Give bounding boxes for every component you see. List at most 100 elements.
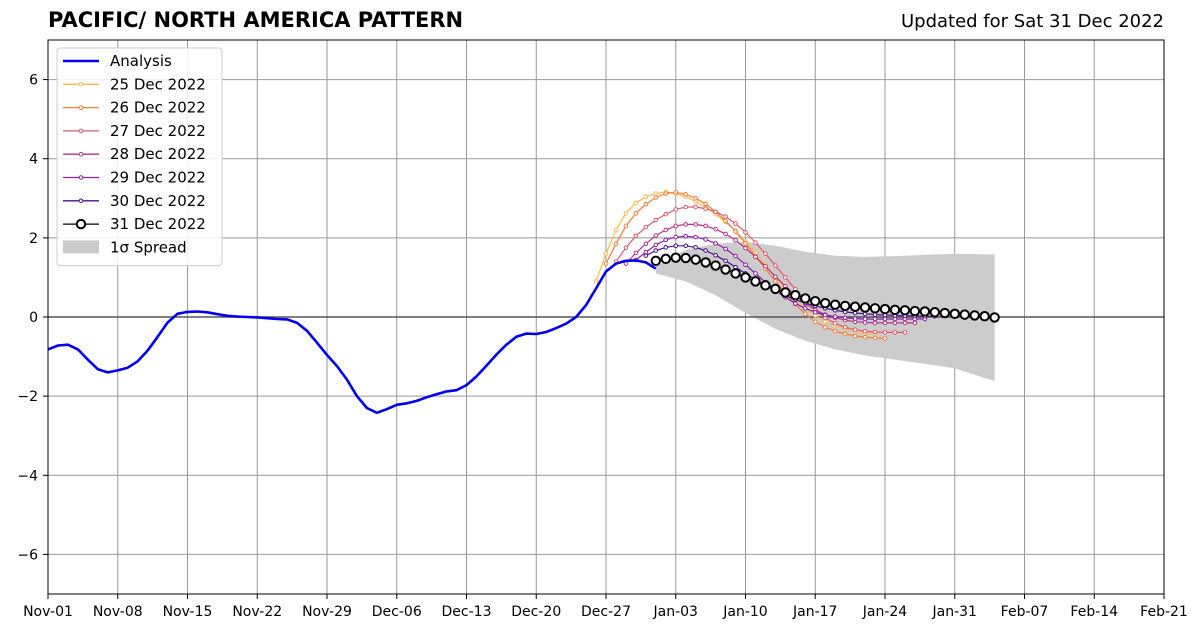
forecast-point	[603, 251, 609, 256]
forecast-point	[743, 245, 748, 251]
forecast-point	[763, 251, 768, 256]
forecast-point	[929, 307, 941, 318]
forecast-point	[790, 290, 801, 301]
forecast-point	[690, 254, 701, 265]
x-tick-label: Nov-22	[232, 604, 282, 620]
forecast-point	[832, 328, 838, 334]
y-tick-label: 0	[29, 310, 38, 326]
forecast-point	[653, 242, 659, 248]
forecast-point	[852, 333, 858, 339]
legend-swatch	[63, 240, 99, 254]
forecast-point	[633, 250, 639, 256]
forecast-point	[832, 314, 838, 319]
forecast-point	[663, 211, 669, 217]
forecast-point	[939, 307, 950, 319]
forecast-point	[643, 253, 649, 258]
forecast-point	[839, 300, 851, 312]
forecast-point	[663, 245, 669, 250]
x-tick-label: Jan-10	[722, 604, 767, 620]
forecast-point	[603, 261, 609, 266]
legend-label: 1σ Spread	[110, 238, 187, 256]
forecast-point	[892, 330, 898, 335]
forecast-point	[660, 253, 671, 265]
forecast-point	[889, 304, 901, 316]
forecast-point	[653, 191, 659, 196]
x-tick-label: Nov-08	[93, 604, 143, 620]
y-tick-label: −2	[17, 389, 38, 405]
forecast-point	[872, 316, 878, 322]
forecast-point	[673, 243, 679, 249]
x-tick-label: Feb-14	[1070, 604, 1118, 620]
forecast-point	[663, 227, 669, 233]
forecast-point	[653, 195, 659, 200]
forecast-point	[882, 336, 888, 341]
forecast-point	[770, 283, 781, 295]
forecast-point	[713, 209, 718, 215]
forecast-point	[613, 241, 619, 247]
forecast-point	[882, 316, 888, 322]
forecast-point	[733, 237, 738, 243]
x-tick-label: Jan-31	[932, 604, 977, 620]
forecast-point	[802, 305, 808, 311]
series-forecast-27-dec-2022	[613, 204, 908, 335]
forecast-point	[743, 262, 748, 268]
legend: Analysis 25 Dec 2022 26 Dec 2022 27 Dec 202…	[56, 47, 223, 267]
forecast-point	[750, 276, 761, 287]
forecast-point	[643, 249, 649, 255]
forecast-point	[892, 320, 898, 326]
forecast-point	[733, 229, 738, 234]
forecast-point	[773, 274, 778, 279]
forecast-point	[822, 312, 828, 318]
forecast-point	[842, 331, 848, 337]
forecast-point	[829, 299, 841, 310]
forecast-point	[653, 233, 659, 238]
forecast-point	[713, 252, 718, 258]
forecast-point	[859, 302, 871, 313]
forecast-point	[783, 275, 788, 280]
legend-label: 28 Dec 2022	[110, 145, 206, 163]
forecast-point	[800, 293, 811, 304]
forecast-point	[753, 271, 758, 276]
forecast-point	[902, 330, 908, 335]
forecast-point	[912, 320, 918, 326]
series-analysis-line	[47, 259, 657, 415]
forecast-point	[822, 324, 828, 330]
legend-entry: 29 Dec 2022	[63, 169, 206, 187]
x-tick-label: Jan-03	[653, 604, 698, 620]
forecast-point	[812, 319, 818, 325]
series-layer	[47, 189, 1000, 415]
forecast-point	[643, 194, 649, 200]
forecast-point	[633, 211, 639, 216]
forecast-point	[693, 204, 698, 210]
legend-entry: 30 Dec 2022	[63, 192, 206, 210]
legend-entry: 1σ Spread	[63, 238, 187, 256]
y-tick-label: 6	[29, 73, 38, 89]
legend-entry: 27 Dec 2022	[63, 122, 206, 140]
x-axis: Nov-01 Nov-08 Nov-15 Nov-22 Nov-29 Dec-06 Dec-…	[23, 594, 1188, 620]
legend-entry: 25 Dec 2022	[63, 75, 206, 93]
forecast-point	[812, 309, 818, 315]
legend-marker	[78, 128, 84, 134]
forecast-point	[842, 324, 848, 330]
forecast-point	[793, 301, 798, 306]
forecast-point	[852, 316, 858, 321]
x-tick-label: Dec-27	[581, 604, 631, 620]
forecast-point	[673, 190, 679, 195]
forecast-point	[872, 329, 878, 335]
forecast-point	[713, 241, 718, 246]
x-tick-label: Dec-20	[511, 604, 561, 620]
forecast-point	[683, 243, 689, 249]
x-tick-label: Jan-17	[792, 604, 837, 620]
forecast-point	[663, 191, 669, 196]
forecast-point	[760, 280, 771, 291]
forecast-point	[613, 227, 619, 233]
x-tick-label: Nov-29	[302, 604, 352, 620]
forecast-point	[643, 201, 649, 207]
forecast-point	[673, 223, 679, 229]
forecast-point	[723, 231, 728, 237]
forecast-point	[653, 248, 659, 253]
forecast-point	[723, 258, 728, 264]
forecast-point	[623, 223, 629, 229]
forecast-point	[703, 237, 708, 242]
